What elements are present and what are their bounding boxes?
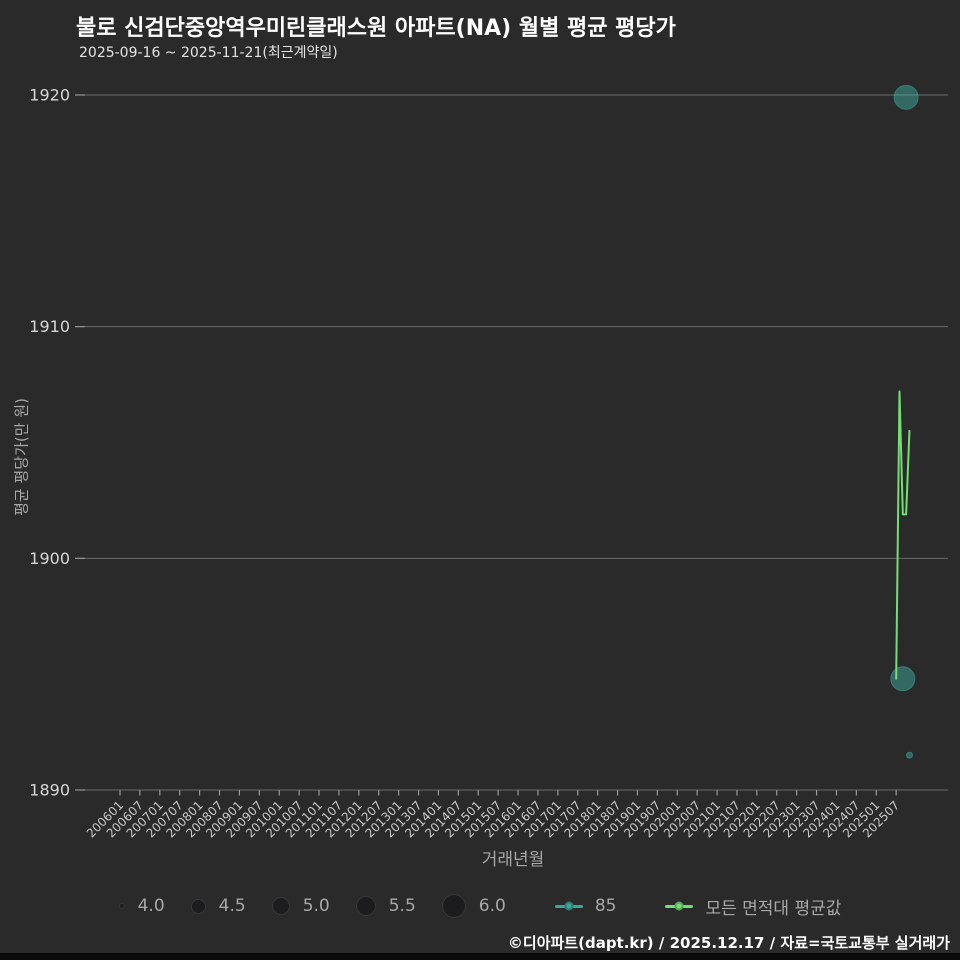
- scatter-point: [905, 751, 913, 759]
- legend-size-item[interactable]: 4.0: [118, 896, 165, 916]
- legend-size-circle-icon: [118, 903, 125, 909]
- legend-series-item[interactable]: 모든 면적대 평균값: [665, 894, 841, 919]
- y-tick-label: 1900: [29, 549, 70, 568]
- y-axis-title: 평균 평당가(만 원): [12, 398, 31, 516]
- y-tick-label: 1920: [29, 86, 70, 105]
- x-axis-title: 거래년월: [481, 850, 545, 870]
- legend-size-label: 6.0: [478, 896, 506, 916]
- page-subtitle: 2025-09-16 ~ 2025-11-21(최근계약일): [79, 45, 338, 61]
- legend-series-label: 85: [594, 896, 617, 916]
- legend-series-marker-icon: [554, 901, 583, 911]
- y-tick-label: 1910: [29, 317, 70, 336]
- legend-marker-dot: [674, 901, 684, 911]
- legend-size-item[interactable]: 5.5: [355, 896, 416, 916]
- legend-series-item[interactable]: 85: [554, 896, 617, 916]
- legend-size-label: 4.5: [218, 896, 246, 916]
- legend-size-circle-icon: [355, 896, 376, 916]
- legend-size-circle-icon: [190, 898, 206, 914]
- legend-series-label: 모든 면적대 평균값: [705, 898, 842, 919]
- legend-size-item[interactable]: 5.0: [271, 896, 330, 916]
- footer-bar: [0, 953, 960, 960]
- legend-size-item[interactable]: 6.0: [441, 894, 506, 918]
- legend-size-circle-icon: [441, 894, 466, 918]
- scatter-point: [890, 666, 916, 692]
- legend-size-label: 5.5: [388, 896, 416, 916]
- legend-size-item[interactable]: 4.5: [190, 896, 246, 916]
- legend: 4.0 4.5 5.0 5.5 6.0 85 모든 면적대 평균값: [0, 886, 960, 926]
- scatter-point: [893, 84, 919, 110]
- legend-marker-dot: [564, 901, 574, 911]
- legend-series-marker-icon: [665, 901, 694, 911]
- legend-size-circle-icon: [271, 897, 290, 915]
- footer-credit: ©디아파트(dapt.kr) / 2025.12.17 / 자료=국토교통부 실…: [507, 934, 950, 952]
- series-line: [895, 390, 911, 680]
- plot-area: 1890190019101920200601200607200701200707…: [29, 84, 948, 841]
- legend-size-label: 5.0: [302, 896, 330, 916]
- page-title: 불로 신검단중앙역우미린클래스원 아파트(NA) 월별 평균 평당가: [76, 16, 676, 41]
- legend-size-label: 4.0: [137, 896, 165, 916]
- y-tick-label: 1890: [29, 781, 70, 800]
